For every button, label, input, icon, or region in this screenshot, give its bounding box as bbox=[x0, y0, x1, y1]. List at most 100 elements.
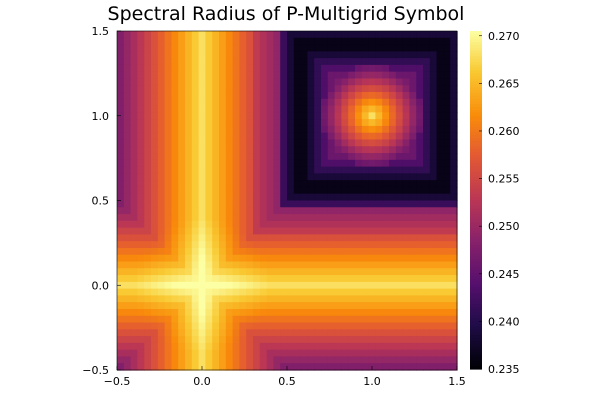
heatmap-cell bbox=[293, 78, 302, 86]
heatmap-cell bbox=[225, 342, 234, 351]
heatmap-cell bbox=[117, 207, 125, 215]
heatmap-cell bbox=[389, 281, 397, 290]
heatmap-cell bbox=[144, 308, 152, 317]
heatmap-cell bbox=[164, 186, 172, 195]
heatmap-cell bbox=[300, 132, 308, 141]
heatmap-cell bbox=[144, 329, 152, 337]
heatmap-cell bbox=[321, 261, 329, 269]
heatmap-cell bbox=[327, 247, 336, 256]
heatmap-cell bbox=[123, 105, 132, 113]
heatmap-cell bbox=[178, 207, 186, 215]
heatmap-cell bbox=[375, 180, 383, 188]
heatmap-cell bbox=[212, 132, 220, 141]
heatmap-cell bbox=[389, 349, 397, 358]
heatmap-cell bbox=[327, 322, 336, 330]
heatmap-cell bbox=[225, 214, 234, 222]
heatmap-cell bbox=[307, 363, 315, 371]
heatmap-cell bbox=[402, 180, 410, 188]
heatmap-cell bbox=[117, 295, 125, 303]
heatmap-cell bbox=[307, 146, 315, 154]
heatmap-cell bbox=[287, 295, 295, 303]
heatmap-cell bbox=[293, 241, 302, 249]
heatmap-cell bbox=[266, 64, 274, 73]
heatmap-cell bbox=[246, 254, 254, 263]
heatmap-cell bbox=[450, 241, 458, 249]
heatmap-cell bbox=[300, 336, 308, 344]
heatmap-cell bbox=[375, 214, 383, 222]
heatmap-cell bbox=[205, 125, 213, 134]
heatmap-cell bbox=[341, 166, 349, 174]
heatmap-cell bbox=[117, 78, 125, 86]
heatmap-cell bbox=[164, 44, 172, 52]
heatmap-cell bbox=[259, 322, 268, 330]
heatmap-cell bbox=[232, 166, 240, 174]
heatmap-cell bbox=[198, 78, 206, 86]
heatmap-cell bbox=[157, 119, 166, 127]
heatmap-cell bbox=[151, 92, 159, 100]
heatmap-cell bbox=[450, 166, 458, 174]
heatmap-cell bbox=[355, 125, 363, 134]
heatmap-cell bbox=[151, 342, 159, 351]
heatmap-cell bbox=[389, 308, 397, 317]
heatmap-cell bbox=[355, 58, 363, 66]
heatmap-cell bbox=[117, 268, 125, 276]
heatmap-cell bbox=[300, 200, 308, 208]
heatmap-cell bbox=[266, 180, 274, 188]
heatmap-cell bbox=[205, 336, 213, 344]
heatmap-cell bbox=[409, 288, 417, 297]
heatmap-cell bbox=[334, 295, 342, 303]
heatmap-cell bbox=[293, 200, 302, 208]
heatmap-cell bbox=[443, 193, 451, 202]
heatmap-cell bbox=[191, 78, 200, 86]
colorbar-band bbox=[470, 338, 482, 342]
heatmap-cell bbox=[429, 64, 438, 73]
heatmap-cell bbox=[450, 308, 458, 317]
heatmap-cell bbox=[259, 363, 268, 371]
heatmap-cell bbox=[355, 186, 363, 195]
heatmap-cell bbox=[191, 268, 200, 276]
heatmap-cell bbox=[402, 234, 410, 242]
heatmap-cell bbox=[259, 64, 268, 73]
heatmap-cell bbox=[239, 125, 247, 134]
heatmap-cell bbox=[436, 302, 444, 310]
heatmap-cell bbox=[409, 315, 417, 324]
heatmap-cell bbox=[171, 98, 179, 107]
heatmap-cell bbox=[198, 268, 206, 276]
heatmap-cell bbox=[232, 234, 240, 242]
heatmap-cell bbox=[253, 112, 261, 120]
heatmap-cell bbox=[416, 186, 424, 195]
heatmap-cell bbox=[450, 349, 458, 358]
heatmap-cell bbox=[157, 146, 166, 154]
heatmap-cell bbox=[334, 349, 342, 358]
heatmap-cell bbox=[416, 356, 424, 364]
colorbar-band bbox=[470, 132, 482, 136]
heatmap-cell bbox=[436, 254, 444, 263]
heatmap-cell bbox=[429, 207, 438, 215]
heatmap-cell bbox=[443, 207, 451, 215]
heatmap-cell bbox=[416, 308, 424, 317]
heatmap-cell bbox=[117, 119, 125, 127]
heatmap-cell bbox=[273, 193, 281, 202]
heatmap-cell bbox=[239, 132, 247, 141]
heatmap-cell bbox=[443, 112, 451, 120]
heatmap-cell bbox=[164, 92, 172, 100]
heatmap-cell bbox=[266, 85, 274, 93]
heatmap-cell bbox=[219, 302, 227, 310]
heatmap-cell bbox=[341, 78, 349, 86]
heatmap-cell bbox=[293, 125, 302, 134]
heatmap-cell bbox=[123, 254, 132, 263]
heatmap-cell bbox=[198, 98, 206, 107]
heatmap-cell bbox=[205, 342, 213, 351]
heatmap-cell bbox=[327, 112, 336, 120]
heatmap-cell bbox=[246, 146, 254, 154]
heatmap-cell bbox=[232, 71, 240, 80]
heatmap-cell bbox=[157, 241, 166, 249]
heatmap-cell bbox=[253, 119, 261, 127]
heatmap-cell bbox=[361, 71, 370, 80]
heatmap-cell bbox=[280, 64, 288, 73]
heatmap-cell bbox=[402, 44, 410, 52]
heatmap-cell bbox=[259, 214, 268, 222]
heatmap-cell bbox=[423, 44, 431, 52]
heatmap-cell bbox=[293, 186, 302, 195]
heatmap-cell bbox=[348, 139, 356, 147]
